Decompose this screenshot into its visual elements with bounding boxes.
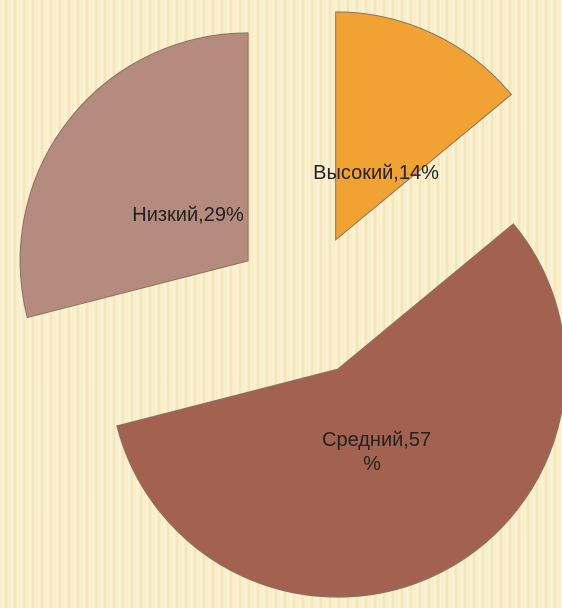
pie-slice [335, 11, 513, 241]
data-label: Средний,57 % [322, 429, 432, 475]
data-label: Высокий,14% [313, 162, 439, 184]
pie-slice [19, 32, 249, 319]
pie-slice [116, 223, 562, 598]
data-label: Низкий,29% [132, 204, 244, 226]
